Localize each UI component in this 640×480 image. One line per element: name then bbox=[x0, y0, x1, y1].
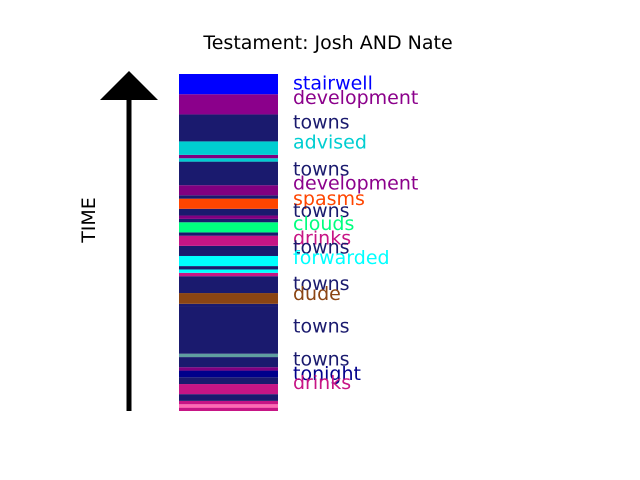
timeline-segment bbox=[179, 293, 278, 304]
timeline-segment bbox=[179, 394, 278, 401]
time-arrow-head bbox=[100, 71, 158, 100]
timeline-segment bbox=[179, 384, 278, 394]
chart-title: Testament: Josh AND Nate bbox=[202, 32, 452, 54]
timeline-segment bbox=[179, 236, 278, 246]
timeline-label: forwarded bbox=[293, 247, 390, 269]
timeline-segment bbox=[179, 141, 278, 154]
timeline-segment bbox=[179, 232, 278, 235]
timeline-segment bbox=[179, 401, 278, 404]
timeline-segment bbox=[179, 371, 278, 378]
timeline-segment bbox=[179, 185, 278, 195]
timeline-segment bbox=[179, 256, 278, 266]
timeline-segment bbox=[179, 367, 278, 370]
timeline-segment bbox=[179, 307, 278, 354]
timeline-segment bbox=[179, 377, 278, 384]
timeline-segment bbox=[179, 354, 278, 357]
y-axis-label: TIME bbox=[78, 197, 100, 244]
timeline-labels: stairwelldevelopmenttownsadvisedtownsdev… bbox=[293, 73, 418, 395]
timeline-segment bbox=[179, 404, 278, 407]
timeline-label: advised bbox=[293, 132, 367, 154]
timeline-segment bbox=[179, 357, 278, 367]
timeline-segment bbox=[179, 209, 278, 216]
timeline-label: development bbox=[293, 87, 418, 109]
timeline-segment bbox=[179, 74, 278, 94]
timeline-segment bbox=[179, 195, 278, 198]
timeline-segment bbox=[179, 162, 278, 186]
timeline-segment bbox=[179, 273, 278, 276]
timeline-segment bbox=[179, 216, 278, 219]
timeline-segment bbox=[179, 114, 278, 141]
timeline-segments bbox=[179, 74, 278, 411]
timeline-label: towns bbox=[293, 315, 350, 337]
timeline-segment bbox=[179, 94, 278, 114]
timeline-segment bbox=[179, 276, 278, 293]
timeline-segment bbox=[179, 155, 278, 158]
timeline-segment bbox=[179, 219, 278, 222]
timeline-segment bbox=[179, 269, 278, 272]
timeline-segment bbox=[179, 408, 278, 411]
timeline-segment bbox=[179, 158, 278, 161]
timeline-label: towns bbox=[293, 111, 350, 133]
timeline-segment bbox=[179, 266, 278, 269]
timeline-segment bbox=[179, 304, 278, 307]
timeline-label: dude bbox=[293, 283, 341, 305]
timeline-segment bbox=[179, 222, 278, 232]
timeline-label: drinks bbox=[293, 372, 351, 394]
timeline-segment bbox=[179, 199, 278, 209]
timeline-segment bbox=[179, 246, 278, 256]
